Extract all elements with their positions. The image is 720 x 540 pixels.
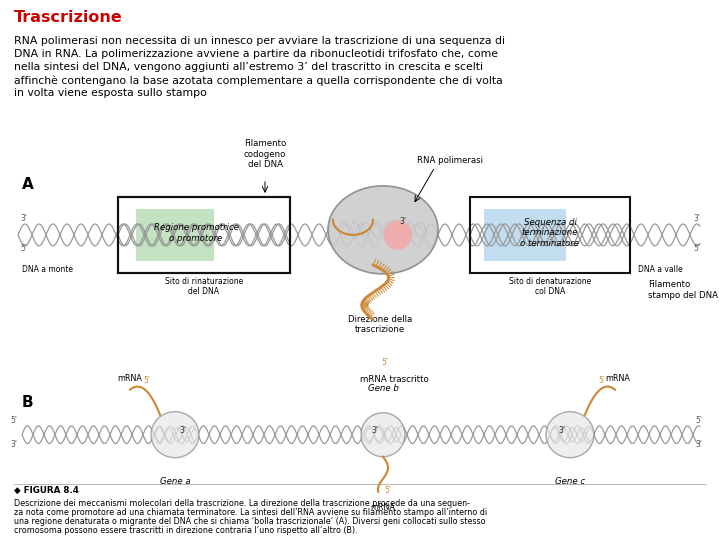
Text: B: B [22,395,34,410]
Text: 3': 3' [695,440,702,449]
Text: mRNA: mRNA [371,503,395,512]
Text: 3': 3' [693,214,700,223]
Text: 5': 5' [10,416,17,424]
Text: Sito di denaturazione
col DNA: Sito di denaturazione col DNA [509,277,591,296]
Ellipse shape [546,411,594,458]
Text: DNA in RNA. La polimerizzazione avviene a partire da ribonucleotidi trifosfato c: DNA in RNA. La polimerizzazione avviene … [14,49,498,59]
Text: Trascrizione: Trascrizione [14,10,122,25]
Text: 3': 3' [10,440,17,449]
Text: mRNA: mRNA [117,374,143,383]
Bar [136,209,214,261]
Bar [118,197,290,273]
Text: Gene b: Gene b [368,384,398,393]
Text: 5': 5' [20,244,27,253]
Text: Regione promotrice
o promotore: Regione promotrice o promotore [153,223,238,242]
Bar [118,197,290,273]
Text: 5': 5' [598,376,606,384]
Text: Filamento
codogeno
del DNA: Filamento codogeno del DNA [244,139,286,169]
Text: DNA a valle: DNA a valle [638,265,683,274]
Text: Gene c: Gene c [555,477,585,485]
Text: 5': 5' [143,376,150,384]
Text: 3': 3' [179,426,186,435]
Text: nella sintesi del DNA, vengono aggiunti all’estremo 3’ del trascritto in crescit: nella sintesi del DNA, vengono aggiunti … [14,62,483,72]
Text: Filamento
stampo del DNA: Filamento stampo del DNA [648,280,718,300]
Text: mRNA: mRNA [606,374,631,383]
Text: DNA a monte: DNA a monte [22,265,73,274]
Text: in volta viene esposta sullo stampo: in volta viene esposta sullo stampo [14,88,207,98]
Text: 5': 5' [693,244,700,253]
Text: Sito di rinaturazione
del DNA: Sito di rinaturazione del DNA [165,277,243,296]
Text: A: A [22,177,34,192]
Text: 5': 5' [695,416,702,424]
Text: 3': 3' [559,426,565,435]
Text: Sequenza di
terminazione
o terminatore: Sequenza di terminazione o terminatore [521,218,580,248]
Text: 3': 3' [20,214,27,223]
Bar [470,197,630,273]
Text: RNA polimerasi non necessita di un innesco per avviare la trascrizione di una se: RNA polimerasi non necessita di un innes… [14,36,505,46]
Bar [484,209,566,261]
Text: 5': 5' [384,485,392,495]
Text: 3': 3' [400,218,407,226]
Ellipse shape [151,411,199,458]
Text: una regione denaturata o migrante del DNA che si chiama ‘bolla trascrizionale’ (: una regione denaturata o migrante del DN… [14,517,485,526]
Text: za nota come promotore ad una chiamata terminatore. La sintesi dell’RNA avviene : za nota come promotore ad una chiamata t… [14,508,487,517]
Text: 5': 5' [382,359,389,367]
Text: Descrizione dei meccanismi molecolari della trascrizione. La direzione della tra: Descrizione dei meccanismi molecolari de… [14,499,470,508]
Text: Gene a: Gene a [160,477,190,485]
Text: RNA polimerasi: RNA polimerasi [417,156,483,165]
Text: cromosoma possono essere trascritti in direzione contraria l’uno rispetto all’al: cromosoma possono essere trascritti in d… [14,526,358,535]
Ellipse shape [361,413,405,457]
Text: ◆ FIGURA 8.4: ◆ FIGURA 8.4 [14,486,79,495]
Ellipse shape [328,186,438,274]
Text: mRNA trascritto: mRNA trascritto [360,375,428,384]
Text: Direzione della
trascrizione: Direzione della trascrizione [348,315,412,334]
Text: affinchè contengano la base azotata complementare a quella corrispondente che di: affinchè contengano la base azotata comp… [14,75,503,85]
Ellipse shape [384,220,412,250]
Text: 3': 3' [372,426,379,435]
